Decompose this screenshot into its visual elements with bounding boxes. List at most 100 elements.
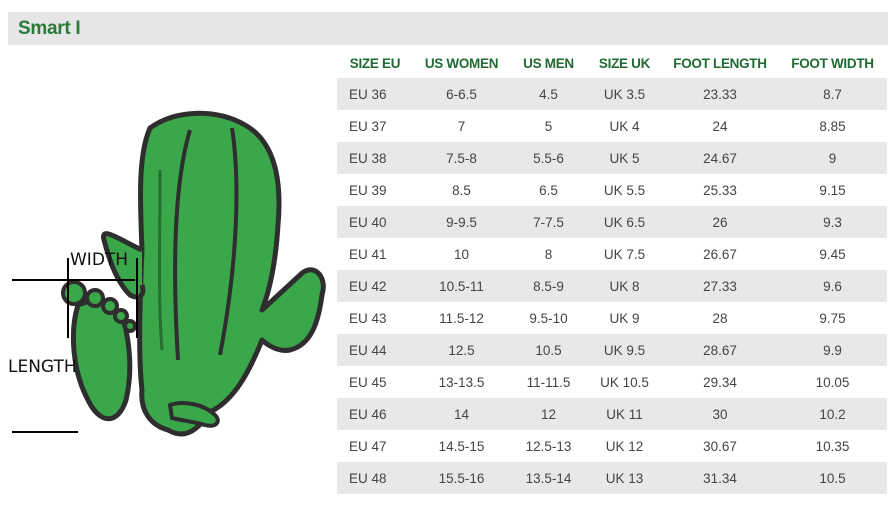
table-cell: 12.5-13: [510, 430, 587, 462]
size-guide-figure: WIDTH LENGTH: [0, 100, 340, 450]
table-cell: 13-13.5: [413, 366, 510, 398]
table-cell: UK 12: [587, 430, 662, 462]
table-cell: 26: [662, 206, 778, 238]
table-cell: 29.34: [662, 366, 778, 398]
table-cell: UK 8: [587, 270, 662, 302]
column-header: FOOT WIDTH: [791, 55, 874, 71]
table-cell: 10.2: [778, 398, 887, 430]
table-cell: 9.3: [778, 206, 887, 238]
table-cell: EU 48: [337, 462, 413, 494]
table-row: EU 40 9-9.5 7-7.5 UK 6.5 26 9.3: [337, 206, 887, 238]
table-row: EU 41 10 8 UK 7.5 26.67 9.45: [337, 238, 887, 270]
table-row: EU 42 10.5-11 8.5-9 UK 8 27.33 9.6: [337, 270, 887, 302]
table-cell: UK 5.5: [587, 174, 662, 206]
table-cell: EU 42: [337, 270, 413, 302]
table-cell: 8.7: [778, 78, 887, 110]
table-cell: 14.5-15: [413, 430, 510, 462]
table-cell: 9-9.5: [413, 206, 510, 238]
table-cell: 30: [662, 398, 778, 430]
table-cell: 24.67: [662, 142, 778, 174]
table-cell: 6.5: [510, 174, 587, 206]
table-cell: 10.35: [778, 430, 887, 462]
table-cell: 23.33: [662, 78, 778, 110]
table-cell: 12: [510, 398, 587, 430]
size-chart-table: SIZE EU US WOMEN US MEN SIZE UK FOOT LEN…: [337, 48, 887, 494]
table-header-row: SIZE EU US WOMEN US MEN SIZE UK FOOT LEN…: [337, 48, 887, 78]
table-cell: EU 37: [337, 110, 413, 142]
table-cell: 13.5-14: [510, 462, 587, 494]
table-cell: EU 43: [337, 302, 413, 334]
table-cell: EU 40: [337, 206, 413, 238]
table-cell: 26.67: [662, 238, 778, 270]
column-header: SIZE EU: [349, 55, 401, 71]
table-row: EU 36 6-6.5 4.5 UK 3.5 23.33 8.7: [337, 78, 887, 110]
table-cell: EU 38: [337, 142, 413, 174]
table-cell: UK 7.5: [587, 238, 662, 270]
column-header: FOOT LENGTH: [673, 55, 767, 71]
table-cell: 30.67: [662, 430, 778, 462]
table-row: EU 37 7 5 UK 4 24 8.85: [337, 110, 887, 142]
footprint-icon: [61, 280, 137, 422]
table-cell: UK 4: [587, 110, 662, 142]
table-cell: 27.33: [662, 270, 778, 302]
table-cell: EU 44: [337, 334, 413, 366]
table-cell: 8.5-9: [510, 270, 587, 302]
table-cell: 10.5: [510, 334, 587, 366]
table-cell: UK 3.5: [587, 78, 662, 110]
table-cell: 12.5: [413, 334, 510, 366]
table-cell: 11.5-12: [413, 302, 510, 334]
table-cell: UK 13: [587, 462, 662, 494]
table-cell: 9.75: [778, 302, 887, 334]
table-cell: 9.15: [778, 174, 887, 206]
table-cell: 8: [510, 238, 587, 270]
table-row: EU 39 8.5 6.5 UK 5.5 25.33 9.15: [337, 174, 887, 206]
table-cell: EU 47: [337, 430, 413, 462]
table-row: EU 44 12.5 10.5 UK 9.5 28.67 9.9: [337, 334, 887, 366]
table-cell: 24: [662, 110, 778, 142]
table-cell: 10.05: [778, 366, 887, 398]
column-header: SIZE UK: [598, 55, 651, 71]
table-row: EU 47 14.5-15 12.5-13 UK 12 30.67 10.35: [337, 430, 887, 462]
table-cell: 10: [413, 238, 510, 270]
table-cell: EU 41: [337, 238, 413, 270]
table-cell: EU 46: [337, 398, 413, 430]
table-cell: 7-7.5: [510, 206, 587, 238]
table-cell: UK 6.5: [587, 206, 662, 238]
table-row: EU 38 7.5-8 5.5-6 UK 5 24.67 9: [337, 142, 887, 174]
title-bar: Smart I: [8, 12, 888, 45]
table-cell: 5.5-6: [510, 142, 587, 174]
table-cell: UK 9.5: [587, 334, 662, 366]
table-cell: 6-6.5: [413, 78, 510, 110]
width-label: WIDTH: [70, 250, 129, 270]
table-cell: 31.34: [662, 462, 778, 494]
table-cell: 14: [413, 398, 510, 430]
table-row: EU 45 13-13.5 11-11.5 UK 10.5 29.34 10.05: [337, 366, 887, 398]
table-cell: UK 9: [587, 302, 662, 334]
table-cell: EU 36: [337, 78, 413, 110]
column-header: US MEN: [523, 55, 574, 71]
table-cell: 28.67: [662, 334, 778, 366]
table-cell: 10.5-11: [413, 270, 510, 302]
table-cell: 15.5-16: [413, 462, 510, 494]
table-cell: 9: [778, 142, 887, 174]
table-cell: 8.85: [778, 110, 887, 142]
table-cell: 4.5: [510, 78, 587, 110]
table-cell: 5: [510, 110, 587, 142]
table-cell: 7.5-8: [413, 142, 510, 174]
table-cell: 7: [413, 110, 510, 142]
table-cell: 9.45: [778, 238, 887, 270]
table-cell: EU 39: [337, 174, 413, 206]
cactus-mascot-icon: [12, 110, 326, 437]
table-cell: 9.5-10: [510, 302, 587, 334]
table-cell: 25.33: [662, 174, 778, 206]
table-cell: 10.5: [778, 462, 887, 494]
table-cell: 28: [662, 302, 778, 334]
length-label: LENGTH: [8, 357, 77, 377]
table-cell: UK 10.5: [587, 366, 662, 398]
column-header: US WOMEN: [424, 55, 499, 71]
table-cell: 11-11.5: [510, 366, 587, 398]
table-cell: EU 45: [337, 366, 413, 398]
table-row: EU 43 11.5-12 9.5-10 UK 9 28 9.75: [337, 302, 887, 334]
table-row: EU 46 14 12 UK 11 30 10.2: [337, 398, 887, 430]
table-body: EU 36 6-6.5 4.5 UK 3.5 23.33 8.7 EU 37 7 5 UK 4 24…: [337, 78, 887, 494]
